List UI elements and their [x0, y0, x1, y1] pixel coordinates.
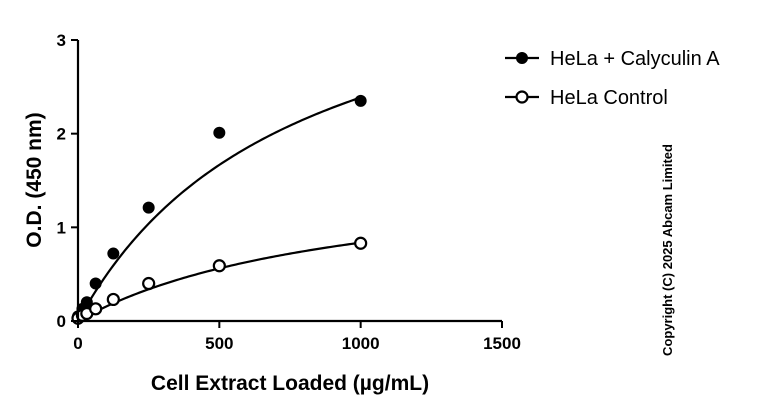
y-tick-label: 1: [57, 218, 66, 237]
data-point-series-2: [106, 292, 120, 307]
legend-label-series-2: HeLa Control: [550, 87, 668, 109]
data-point-series-1: [107, 247, 120, 260]
data-point-series-2: [89, 302, 103, 316]
copyright-text: Copyright (C) 2025 Abcam Limited: [660, 144, 675, 356]
x-tick-label: 0: [73, 334, 82, 353]
data-point-series-1: [142, 201, 155, 214]
y-tick-label: 2: [57, 125, 66, 144]
axes: [76, 40, 502, 323]
x-tick-label: 1500: [483, 334, 521, 353]
x-axis-title: Cell Extract Loaded (µg/mL): [151, 372, 429, 395]
x-tick-label: 500: [205, 334, 233, 353]
data-points: [71, 94, 368, 325]
x-tick-label: 1000: [342, 334, 380, 353]
legend: HeLa + Calyculin A HeLa Control: [505, 48, 720, 109]
data-point-series-1: [89, 277, 102, 290]
fit-curve-series-1: [77, 96, 362, 322]
legend-marker-series-2: [515, 90, 529, 104]
y-tick-label: 3: [57, 31, 66, 50]
data-point-series-2: [354, 236, 368, 250]
x-axis-ticks: 0 500 1000 1500: [73, 321, 521, 353]
y-tick-label: 0: [57, 312, 66, 331]
y-axis-title: O.D. (450 nm): [23, 112, 46, 247]
y-axis-ticks: 0 1 2 3: [57, 31, 78, 331]
data-point-series-1: [213, 126, 226, 139]
data-point-series-1: [354, 94, 367, 107]
legend-label-series-1: HeLa + Calyculin A: [550, 48, 720, 70]
data-point-series-2: [212, 259, 226, 273]
data-point-series-2: [142, 276, 156, 291]
legend-marker-series-1: [516, 52, 528, 64]
